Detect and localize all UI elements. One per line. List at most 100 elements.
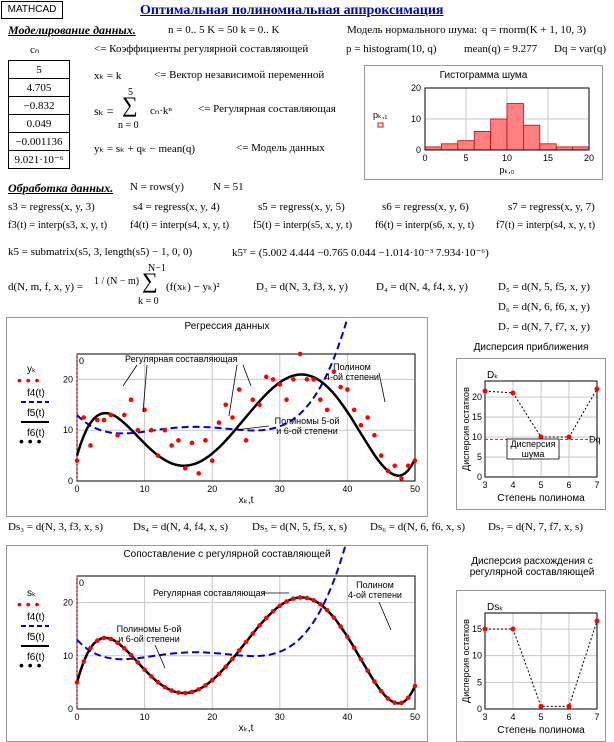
data-point [81, 659, 87, 664]
D5-expr[interactable]: D₅ = d(N, 5, f5, x, y) [498, 281, 590, 293]
y-tick-label: 5 [477, 677, 482, 687]
interp-expr[interactable]: f4(t) = interp(s4, x, y, t) [130, 220, 230, 231]
data-point [122, 646, 127, 651]
x-tick-label: 7 [594, 480, 599, 490]
x-tick-label: 20 [207, 484, 217, 494]
data-point [284, 397, 289, 403]
data-point [257, 623, 262, 628]
n-rows-expr[interactable]: N = rows(y) [130, 181, 184, 193]
data-point [277, 603, 283, 609]
data-point [291, 596, 296, 601]
annotation-arrow [378, 601, 392, 631]
variance-point [566, 434, 572, 440]
sk-expr[interactable]: sₖ = [94, 104, 114, 118]
legend-label: yₖ [27, 364, 36, 375]
legend-label: sₖ [27, 588, 36, 599]
y-tick-label: 20 [472, 392, 482, 402]
d-sum-top: N−1 [148, 263, 166, 274]
annotation: Полиномы 5-ой [275, 416, 340, 426]
data-point [392, 700, 398, 706]
histogram-panel[interactable]: Гистограмма шума 0 5 10 15 20 0 10 20 pₖ,₁ pₖ,₀ [364, 65, 603, 180]
histogram-bar [522, 124, 541, 151]
variance-point [482, 626, 488, 632]
Ds-expr[interactable]: Ds₃ = d(N, 3, f3, x, s) [8, 521, 103, 533]
variance-approx-panel[interactable]: 3 4 5 6 7 0 5 10 15 20 Dₖ Степень полинома Дисперсия… [456, 358, 606, 510]
dq-expr[interactable]: Dq = var(q) [554, 43, 607, 55]
regress-expr[interactable]: s3 = regress(x, y, 3) [8, 201, 95, 213]
zero-marker-label: 0 [79, 356, 84, 366]
interp-expr[interactable]: f6(t) = interp(s6, x, y, t) [375, 220, 475, 231]
data-point [101, 635, 107, 641]
histogram-bar [490, 118, 508, 151]
annotation-arrow [234, 425, 270, 431]
annotation: Регулярная составляющая [125, 354, 238, 364]
f5-curve [75, 373, 417, 477]
Ds-expr[interactable]: Ds₆ = d(N, 6, f6, x, s) [370, 521, 465, 533]
D6-expr[interactable]: D₆ = d(N, 6, f6, x, y) [498, 301, 590, 313]
coef-cell: 4.705 [8, 78, 70, 97]
variance-residual-panel[interactable]: 3 4 5 6 7 0 5 10 15 Dsₖ Степень полинома Дисперсия … [456, 590, 606, 742]
sum-bottom: n = 0 [118, 120, 139, 131]
histogram-title: Гистограмма шума [439, 70, 528, 81]
xk-expr[interactable]: xₖ = k [94, 70, 122, 82]
regression-title: Регрессия данных [184, 321, 270, 332]
regress-expr[interactable]: s4 = regress(x, y, 4) [133, 201, 220, 213]
data-point [243, 639, 249, 645]
annotation: и 6-ой степени [118, 634, 179, 644]
data-point [135, 427, 141, 433]
variance-approx-chart: 3 4 5 6 7 0 5 10 15 20 Dₖ Степень полинома Дисперсия… [461, 370, 601, 504]
interp-expr[interactable]: f3(t) = interp(s3, x, y, t) [8, 220, 108, 231]
k5-expr[interactable]: k5 = submatrix(s5, 3, length(s5) − 1, 0,… [8, 246, 193, 258]
comparison-panel[interactable]: Сопоставление с регулярной составляющей … [6, 545, 428, 742]
histogram-bar [473, 131, 491, 151]
y-tick-label: 10 [472, 432, 482, 442]
legend-label: f4(t) [27, 612, 45, 623]
legend-marker-f6: • • • [19, 433, 42, 449]
data-point [304, 377, 310, 382]
data-point [372, 432, 377, 438]
D4-expr[interactable]: D₄ = d(N, 4, f4, x, y) [376, 281, 468, 293]
d-def[interactable]: d(N, m, f, x, y) = [8, 281, 83, 293]
plot-frame [484, 612, 598, 710]
Ds-expr[interactable]: Ds₇ = d(N, 7, f7, x, s) [488, 521, 583, 533]
regress-expr[interactable]: s6 = regress(x, y, 6) [382, 201, 469, 213]
data-point [196, 471, 201, 476]
variance-point [510, 626, 516, 632]
data-point [135, 660, 141, 665]
regress-expr[interactable]: s7 = regress(x, y, 7) [508, 201, 595, 213]
regress-expr[interactable]: s5 = regress(x, y, 5) [258, 201, 345, 213]
d-frac: 1 / (N − m) [94, 276, 140, 287]
x-tick-label: 0 [74, 712, 79, 722]
data-point [149, 674, 154, 679]
Ds-expr[interactable]: Ds₅ = d(N, 5, f5, x, s) [252, 521, 347, 533]
noise-expr[interactable]: q = rnorm(K + 1, 10, 3) [482, 24, 587, 36]
regression-panel[interactable]: Регрессия данных 0 10 20 30 40 50 0 10 20 0 xₖ,t yₖ… [6, 317, 428, 517]
D3-expr[interactable]: D₃ = d(N, 3, f3, x, y) [256, 281, 348, 293]
y-tick-label: 0 [68, 476, 73, 486]
x-tick-label: 3 [482, 480, 487, 490]
x-tick-label: 20 [584, 153, 594, 163]
histogram-bar [539, 143, 557, 151]
Ds-expr[interactable]: Ds₄ = d(N, 4, f4, x, s) [133, 521, 228, 533]
D7-expr[interactable]: D₇ = d(N, 7, f7, x, y) [498, 321, 590, 333]
data-point [297, 351, 303, 357]
noise-variance-label: Dq [589, 434, 601, 444]
histogram-bar [506, 103, 524, 151]
data-point [345, 634, 350, 639]
mean-expr[interactable]: mean(q) = 9.277 [464, 43, 538, 55]
coef-vector[interactable]: 5 4.705 −0.832 0.049 −0.001136 9.021·10⁻… [8, 60, 70, 169]
data-point [338, 384, 343, 390]
variance-approx-title: Дисперсия приближения [473, 342, 589, 353]
x-tick-label: 0 [74, 484, 79, 494]
interp-expr[interactable]: f7(t) = interp(s4, x, y, t) [496, 220, 596, 231]
plot-frame [76, 353, 416, 482]
coef-cell: 5 [8, 60, 70, 79]
x-tick-label: 30 [275, 484, 285, 494]
hist-expr[interactable]: p = histogram(10, q) [346, 43, 437, 55]
data-point [74, 680, 80, 685]
params-expr[interactable]: n = 0.. 5 K = 50 k = 0.. K [168, 24, 280, 36]
page-title: Оптимальная полиномиальная аппроксимация [140, 3, 444, 18]
interp-expr[interactable]: f5(t) = interp(s5, x, y, t) [253, 220, 353, 231]
yk-expr[interactable]: yₖ = sₖ + qₖ − mean(q) [94, 143, 196, 155]
data-point [318, 602, 323, 607]
